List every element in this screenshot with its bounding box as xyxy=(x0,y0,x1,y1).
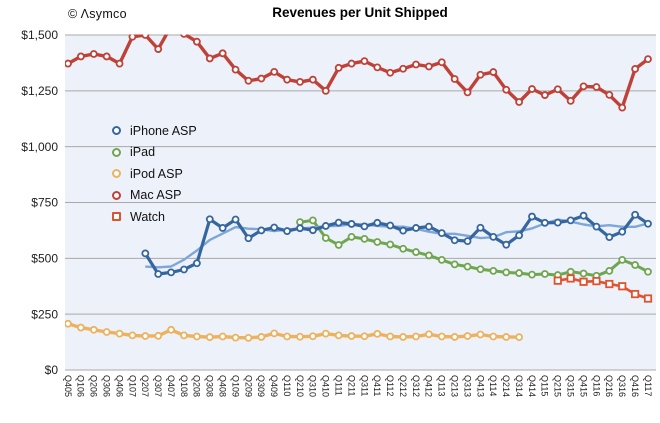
svg-text:Q210: Q210 xyxy=(295,375,305,397)
series-mac-asp xyxy=(65,34,652,112)
svg-text:Q106: Q106 xyxy=(76,375,86,397)
svg-text:$1,500: $1,500 xyxy=(21,28,58,42)
svg-text:Q410: Q410 xyxy=(321,375,331,397)
svg-text:Q406: Q406 xyxy=(114,375,124,397)
svg-text:Q315: Q315 xyxy=(565,375,575,397)
svg-text:Q414: Q414 xyxy=(527,375,537,397)
svg-text:Q314: Q314 xyxy=(514,375,524,397)
svg-text:Q114: Q114 xyxy=(488,375,498,396)
svg-text:Q116: Q116 xyxy=(591,375,601,396)
series-iphone-asp xyxy=(141,210,652,278)
svg-text:Q313: Q313 xyxy=(462,375,472,397)
page-title: Revenues per Unit Shipped xyxy=(272,5,448,20)
svg-text:$0: $0 xyxy=(45,363,59,377)
svg-text:Q109: Q109 xyxy=(230,375,240,397)
gridlines xyxy=(65,34,656,371)
mac-marker-icon xyxy=(112,190,121,200)
legend-label: iPod ASP xyxy=(130,166,183,181)
legend-label: Watch xyxy=(130,209,165,224)
legend-item-mac: Mac ASP xyxy=(112,185,197,207)
svg-text:Q117: Q117 xyxy=(643,375,653,396)
legend-item-ipad: iPad xyxy=(112,142,197,164)
svg-text:Q415: Q415 xyxy=(578,375,588,397)
svg-text:Q405: Q405 xyxy=(63,375,73,397)
svg-text:Q409: Q409 xyxy=(269,375,279,397)
series-watch xyxy=(553,274,653,303)
svg-text:Q306: Q306 xyxy=(101,375,111,397)
legend-label: iPhone ASP xyxy=(130,123,197,138)
x-axis-labels: Q405 Q106 Q206 Q306 Q406 Q107 Q207 Q307 Q407 Q108… xyxy=(63,375,653,397)
svg-text:Q411: Q411 xyxy=(372,375,382,396)
svg-text:Q413: Q413 xyxy=(475,375,485,397)
legend-item-iphone: iPhone ASP xyxy=(112,120,197,142)
svg-text:Q110: Q110 xyxy=(282,375,292,396)
svg-text:Q211: Q211 xyxy=(346,375,356,396)
svg-text:Q215: Q215 xyxy=(553,375,563,397)
svg-text:$750: $750 xyxy=(31,196,58,210)
svg-text:Q112: Q112 xyxy=(385,375,395,396)
svg-text:Q113: Q113 xyxy=(437,375,447,396)
y-axis-labels: $0 $250 $500 $750 $1,000 $1,250 $1,500 xyxy=(21,28,58,377)
svg-text:Q416: Q416 xyxy=(630,375,640,397)
legend-item-watch: Watch xyxy=(112,206,197,228)
ipad-marker-icon xyxy=(112,147,121,157)
svg-text:$500: $500 xyxy=(31,252,58,266)
svg-text:Q308: Q308 xyxy=(205,375,215,397)
svg-text:Q407: Q407 xyxy=(166,375,176,397)
series-ipad xyxy=(296,216,652,280)
svg-text:Q209: Q209 xyxy=(243,375,253,397)
svg-text:Q212: Q212 xyxy=(398,375,408,397)
svg-text:Q310: Q310 xyxy=(308,375,318,397)
watch-marker-icon xyxy=(112,212,121,222)
legend-item-ipod: iPod ASP xyxy=(112,163,197,185)
svg-text:Q309: Q309 xyxy=(256,375,266,397)
svg-text:Q107: Q107 xyxy=(127,375,137,397)
svg-text:Q108: Q108 xyxy=(179,375,189,397)
ipod-marker-icon xyxy=(112,169,121,179)
iphone-marker-icon xyxy=(112,126,121,136)
svg-text:$1,000: $1,000 xyxy=(21,140,58,154)
svg-text:$250: $250 xyxy=(31,307,58,321)
svg-text:Q207: Q207 xyxy=(140,375,150,397)
svg-text:Q216: Q216 xyxy=(604,375,614,397)
svg-text:Q312: Q312 xyxy=(411,375,421,397)
svg-text:Q115: Q115 xyxy=(540,375,550,396)
svg-text:Q408: Q408 xyxy=(217,375,227,397)
svg-text:Q208: Q208 xyxy=(192,375,202,397)
svg-text:Q307: Q307 xyxy=(153,375,163,397)
svg-text:Q214: Q214 xyxy=(501,375,511,397)
legend-label: Mac ASP xyxy=(130,188,182,203)
svg-text:Q111: Q111 xyxy=(333,375,343,396)
svg-text:Q412: Q412 xyxy=(424,375,434,397)
svg-text:Q311: Q311 xyxy=(359,375,369,396)
svg-text:Q213: Q213 xyxy=(449,375,459,397)
chart-legend: iPhone ASP iPad iPod ASP Mac ASP Watch xyxy=(112,120,197,228)
svg-text:Q316: Q316 xyxy=(617,375,627,397)
series-ipod-asp xyxy=(65,319,524,342)
legend-label: iPad xyxy=(130,145,156,160)
svg-text:Q206: Q206 xyxy=(89,375,99,397)
asymco-watermark: © Λsymco xyxy=(68,7,127,21)
svg-text:$1,250: $1,250 xyxy=(21,84,58,98)
